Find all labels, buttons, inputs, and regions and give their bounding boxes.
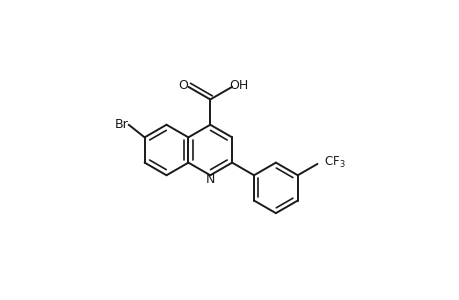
Text: N: N: [205, 173, 214, 186]
Text: Br: Br: [114, 118, 128, 130]
Text: OH: OH: [229, 80, 248, 92]
Text: O: O: [178, 80, 188, 92]
Text: CF$_3$: CF$_3$: [323, 155, 345, 170]
